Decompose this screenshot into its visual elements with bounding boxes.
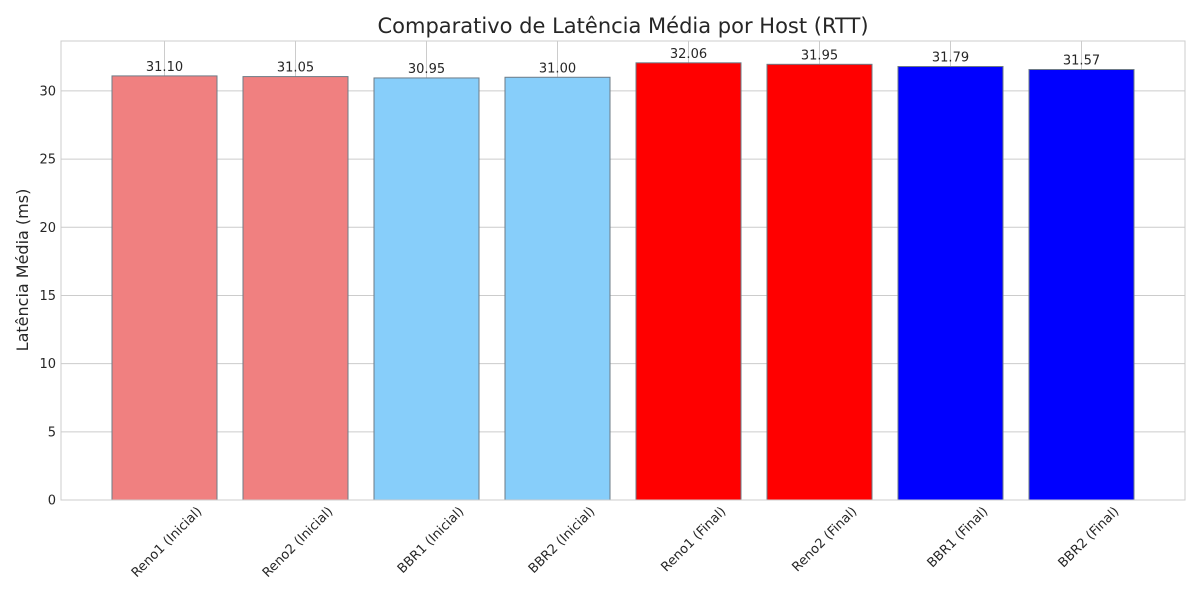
bars xyxy=(111,62,1135,501)
bar-value-label: 31.10 xyxy=(146,60,183,75)
plot-frame xyxy=(60,40,1186,501)
x-tick-label: Reno1 (Final) xyxy=(659,504,730,575)
x-tick-label: Reno2 (Final) xyxy=(790,504,861,575)
y-tick-label: 5 xyxy=(48,425,56,440)
bar xyxy=(766,63,873,501)
bar xyxy=(1028,69,1135,501)
chart-title: Comparativo de Latência Média por Host (… xyxy=(377,14,868,38)
y-tick-label: 10 xyxy=(39,357,56,372)
bar-value-label: 31.95 xyxy=(801,48,838,63)
bar xyxy=(373,77,480,501)
bar-value-label: 31.05 xyxy=(277,61,314,76)
bar xyxy=(897,66,1004,501)
y-tick-label: 25 xyxy=(39,153,56,168)
y-tick-label: 20 xyxy=(39,221,56,236)
x-tick-label: Reno2 (Inicial) xyxy=(260,504,337,581)
bar-value-label: 31.00 xyxy=(539,61,576,76)
bar-value-label: 31.79 xyxy=(932,51,969,66)
bar-value-label: 31.57 xyxy=(1063,54,1100,69)
y-tick-label: 0 xyxy=(48,494,56,509)
bar xyxy=(504,76,611,501)
bar xyxy=(111,75,218,501)
bar xyxy=(635,62,742,501)
plot-area xyxy=(61,41,1185,500)
y-tick-label: 15 xyxy=(39,289,56,304)
bar xyxy=(242,76,349,501)
bar-value-labels: 31.10 31.05 30.95 31.00 32.06 31.95 31.79 31.57 xyxy=(146,47,1100,77)
y-axis-label: Latência Média (ms) xyxy=(13,189,32,352)
x-tick-label: BBR2 (Inicial) xyxy=(526,504,598,576)
x-tick-label: Reno1 (Inicial) xyxy=(129,504,206,581)
bar-value-label: 32.06 xyxy=(670,47,707,62)
x-tick-labels: Reno1 (Inicial) Reno2 (Inicial) BBR1 (Inic… xyxy=(129,504,1123,581)
x-tick-label: BBR2 (Final) xyxy=(1056,504,1123,571)
x-tick-label: BBR1 (Final) xyxy=(925,504,992,571)
bar-value-label: 30.95 xyxy=(408,62,445,77)
y-tick-label: 30 xyxy=(39,84,56,99)
x-tick-label: BBR1 (Inicial) xyxy=(395,504,467,576)
y-tick-labels: 0 5 10 15 20 25 30 xyxy=(39,84,56,508)
